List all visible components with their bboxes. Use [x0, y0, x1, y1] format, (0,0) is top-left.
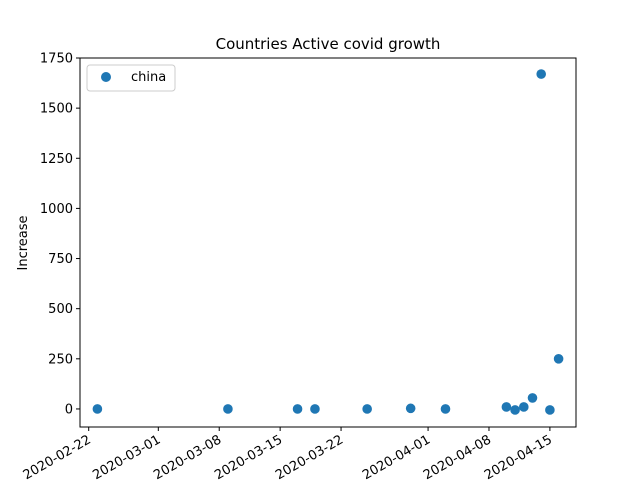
legend: china — [86, 64, 176, 92]
x-tick-label: 2020-04-15 — [482, 432, 555, 480]
chart-title: Countries Active covid growth — [216, 35, 441, 53]
x-axis: 2020-02-222020-03-012020-03-082020-03-15… — [21, 427, 555, 480]
data-point — [510, 405, 520, 415]
data-point — [545, 405, 555, 415]
y-tick-label: 1250 — [40, 152, 73, 167]
y-axis: 0 250 500 750 1000 1250 1500 1750 — [40, 52, 80, 417]
y-tick-label: 0 — [65, 402, 73, 417]
x-tick-label: 2020-03-22 — [273, 432, 346, 480]
y-tick-label: 500 — [48, 302, 73, 317]
legend-marker — [101, 72, 111, 82]
data-point — [440, 404, 451, 414]
data-point — [362, 404, 372, 414]
y-tick-label: 750 — [48, 252, 73, 267]
legend-box — [86, 64, 176, 92]
data-point — [518, 402, 529, 412]
series-china — [92, 69, 564, 415]
data-point — [223, 404, 233, 414]
y-tick-label: 1500 — [40, 102, 73, 117]
y-tick-label: 250 — [48, 352, 73, 367]
data-point — [501, 402, 512, 412]
legend-label: china — [131, 70, 166, 85]
y-axis-label: Increase — [16, 215, 31, 270]
data-point — [553, 354, 564, 364]
plot-area — [79, 57, 577, 428]
data-point — [527, 393, 538, 403]
data-point — [92, 404, 103, 414]
data-point — [536, 69, 546, 79]
y-tick-label: 1750 — [40, 52, 73, 67]
data-point — [310, 404, 320, 414]
data-point — [292, 404, 303, 414]
x-tick-label: 2020-02-22 — [21, 432, 94, 480]
y-tick-label: 1000 — [40, 202, 73, 217]
data-point — [405, 403, 416, 414]
